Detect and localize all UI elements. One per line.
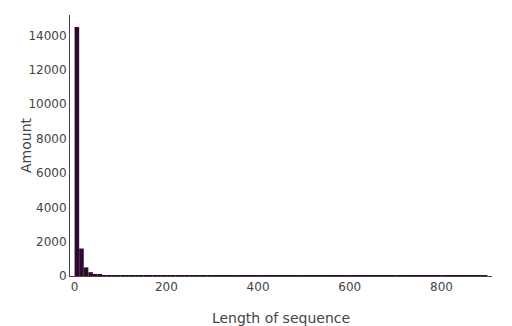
svg-text:400: 400 [247,280,270,294]
svg-text:12000: 12000 [28,63,66,77]
svg-text:800: 800 [430,280,453,294]
svg-text:6000: 6000 [36,166,67,180]
svg-text:0: 0 [59,269,67,283]
svg-text:10000: 10000 [28,97,66,111]
svg-text:14000: 14000 [28,29,66,43]
svg-text:600: 600 [338,280,361,294]
svg-text:0: 0 [71,280,79,294]
svg-text:2000: 2000 [36,235,67,249]
svg-text:200: 200 [155,280,178,294]
svg-text:8000: 8000 [36,132,67,146]
svg-text:Amount: Amount [18,117,34,173]
svg-text:4000: 4000 [36,201,67,215]
svg-text:Length of sequence: Length of sequence [212,310,350,326]
